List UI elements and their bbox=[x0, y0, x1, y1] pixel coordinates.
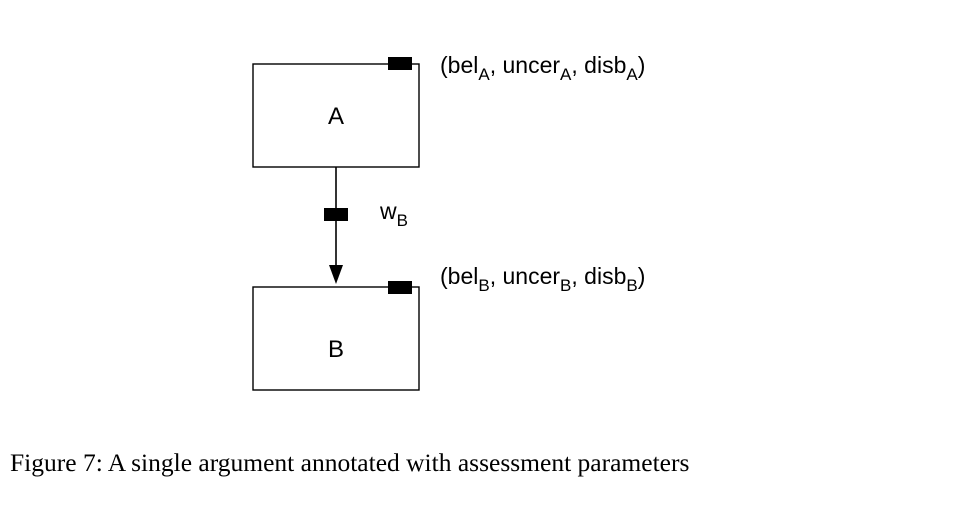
edge-weight-marker bbox=[324, 208, 348, 221]
node-a: A bbox=[252, 57, 420, 168]
node-b-disb-subscript: B bbox=[626, 276, 637, 295]
node-b-uncer-subscript: B bbox=[560, 276, 571, 295]
node-a-param-sep1: , bbox=[490, 52, 503, 78]
node-b-param-close: ) bbox=[638, 263, 646, 289]
node-b-param-open: ( bbox=[440, 263, 448, 289]
node-a-parameters: (belA, uncerA, disbA) bbox=[440, 52, 645, 84]
node-b-bel: bel bbox=[448, 263, 479, 289]
node-b-parameter-marker bbox=[388, 281, 412, 294]
node-a-param-close: ) bbox=[638, 52, 646, 78]
arrowhead-icon bbox=[329, 265, 343, 284]
node-a-bel-subscript: A bbox=[478, 65, 490, 84]
edge-weight-label: wB bbox=[379, 198, 408, 230]
node-b-parameters: (belB, uncerB, disbB) bbox=[440, 263, 645, 295]
figure-caption: Figure 7: A single argument annotated wi… bbox=[10, 448, 690, 477]
node-a-param-open: ( bbox=[440, 52, 448, 78]
edge-weight-subscript: B bbox=[397, 211, 408, 230]
edge-a-to-b bbox=[324, 167, 348, 284]
node-b-param-sep1: , bbox=[490, 263, 503, 289]
node-a-param-sep2: , bbox=[571, 52, 584, 78]
node-b-bel-subscript: B bbox=[478, 276, 489, 295]
edge-weight-symbol: w bbox=[379, 198, 397, 224]
node-a-parameter-marker bbox=[388, 57, 412, 70]
node-b: B bbox=[252, 281, 420, 391]
node-a-disb: disb bbox=[584, 52, 626, 78]
node-a-uncer-subscript: A bbox=[560, 65, 572, 84]
node-b-disb: disb bbox=[584, 263, 626, 289]
node-a-disb-subscript: A bbox=[626, 65, 638, 84]
node-a-bel: bel bbox=[448, 52, 479, 78]
node-b-param-sep2: , bbox=[571, 263, 584, 289]
argument-diagram: A (belA, uncerA, disbA) wB B (belB, unce… bbox=[252, 52, 645, 391]
node-b-uncer: uncer bbox=[503, 263, 561, 289]
node-a-label: A bbox=[328, 103, 344, 130]
node-b-label: B bbox=[328, 336, 344, 363]
node-b-box bbox=[252, 286, 420, 391]
node-a-uncer: uncer bbox=[503, 52, 561, 78]
